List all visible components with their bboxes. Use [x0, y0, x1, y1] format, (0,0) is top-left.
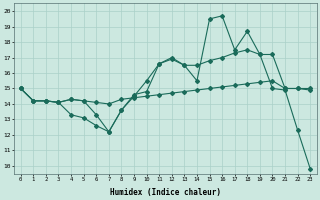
X-axis label: Humidex (Indice chaleur): Humidex (Indice chaleur) — [110, 188, 221, 197]
